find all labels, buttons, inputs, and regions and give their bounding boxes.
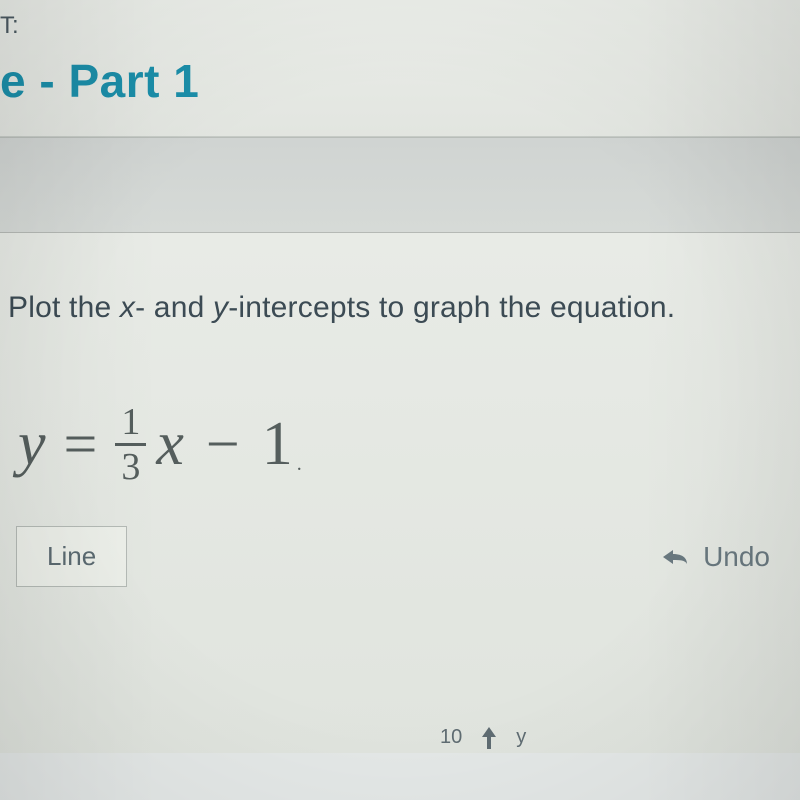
instruction-y-var: y [213,291,228,324]
axis-y-label: y [516,726,526,749]
eq-equals: = [64,410,98,479]
eq-trailing-dot: . [297,453,302,476]
eq-frac-denominator: 3 [121,446,140,486]
axis-arrow-up-icon [482,727,496,749]
undo-label: Undo [703,541,770,573]
axis-hint: 10 y [440,726,526,749]
controls-row: Line Undo [8,526,800,587]
eq-fraction: 1 3 [115,403,146,486]
instruction-suffix: -intercepts to graph the equation. [228,291,675,324]
axis-tick-value: 10 [440,726,462,749]
eq-lhs-var: y [18,409,46,480]
instruction-text: Plot the x- and y-intercepts to graph th… [8,291,800,325]
undo-button[interactable]: Undo [661,541,770,573]
question-content: Plot the x- and y-intercepts to graph th… [0,233,800,753]
header-band: T: e - Part 1 [0,0,800,137]
page-root: T: e - Part 1 Plot the x- and y-intercep… [0,0,800,800]
toolbar-band [0,137,800,233]
page-title: e - Part 1 [0,54,800,108]
line-tool-button[interactable]: Line [16,526,127,587]
equation: y = 1 3 x − 1 . [18,403,800,486]
undo-icon [661,548,689,566]
instruction-mid: - and [135,291,213,324]
eq-constant: 1 [262,409,293,480]
assignment-label: T: [0,12,800,40]
instruction-x-var: x [120,291,135,324]
eq-rhs-var: x [156,409,184,480]
eq-minus: − [206,410,240,479]
instruction-prefix: Plot the [8,291,120,324]
eq-frac-numerator: 1 [115,403,146,446]
